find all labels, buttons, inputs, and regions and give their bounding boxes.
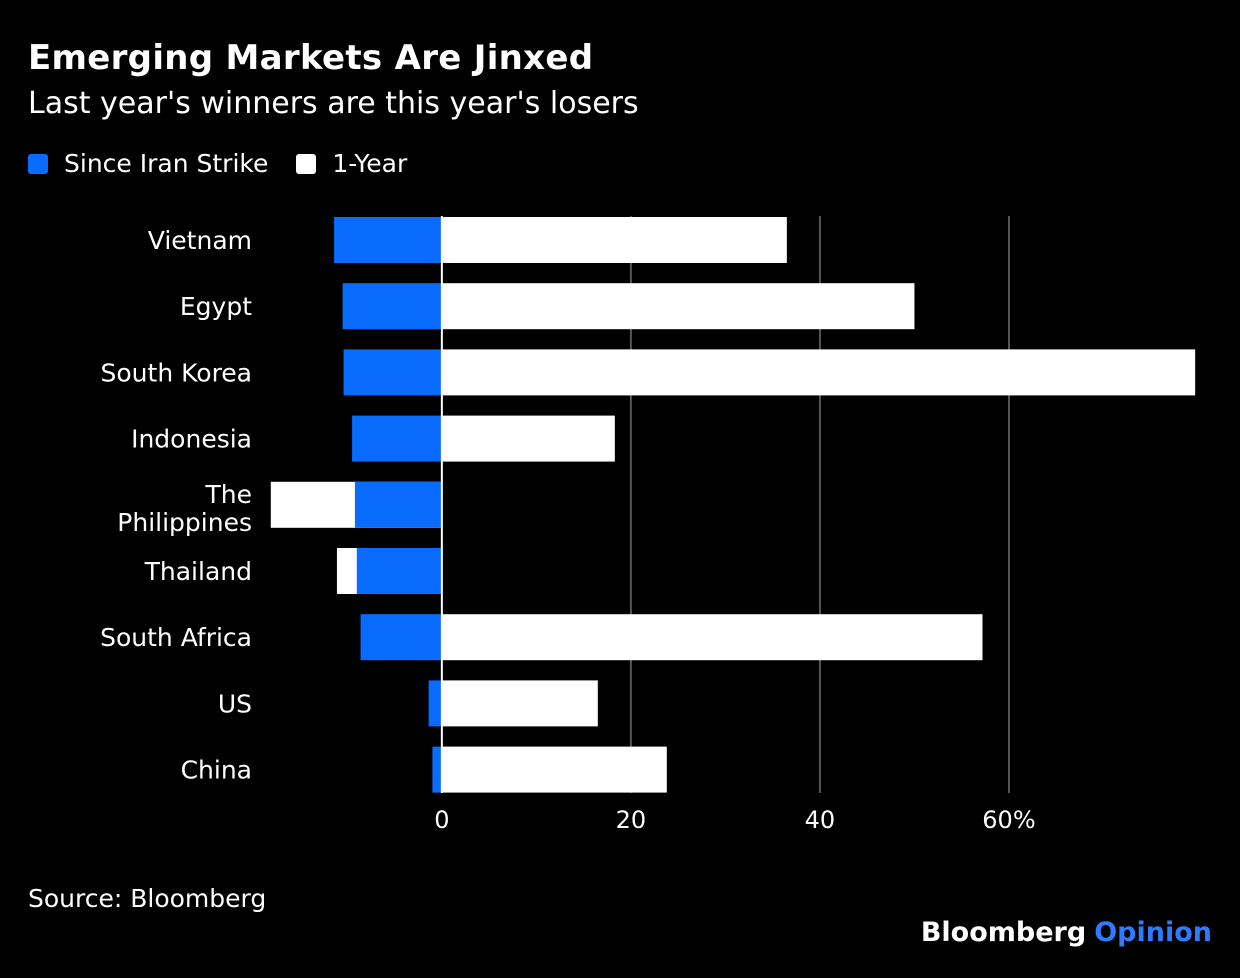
bar-since-iran-strike-us xyxy=(428,680,442,727)
bar-since-iran-strike-south-korea xyxy=(343,349,442,396)
legend-swatch-since-iran-strike xyxy=(28,153,48,174)
bar-1-year-china xyxy=(441,746,667,793)
category-label-thailand: Thailand xyxy=(144,557,252,586)
category-label-us: US xyxy=(218,689,252,718)
x-tick-label-60: 60% xyxy=(982,806,1035,834)
legend-swatch-1-year xyxy=(296,153,317,174)
chart-title: Emerging Markets Are Jinxed xyxy=(28,38,594,78)
bar-1-year-vietnam xyxy=(441,217,787,263)
category-label-indonesia: Indonesia xyxy=(131,425,252,454)
category-label-the-philippines: The Philippines xyxy=(117,480,252,537)
bar-since-iran-strike-china xyxy=(432,746,442,793)
bar-since-iran-strike-south-africa xyxy=(360,614,442,661)
bar-1-year-south-korea xyxy=(441,349,1196,396)
legend-item-1-year: 1-Year xyxy=(296,149,407,178)
bar-since-iran-strike-the-philippines xyxy=(354,481,442,528)
bar-1-year-us xyxy=(441,680,598,727)
bar-since-iran-strike-indonesia xyxy=(352,415,442,462)
legend-label-since-iran-strike: Since Iran Strike xyxy=(64,149,269,178)
bar-since-iran-strike-egypt xyxy=(342,283,442,330)
bar-1-year-south-africa xyxy=(441,614,983,661)
legend-label-1-year: 1-Year xyxy=(332,149,408,178)
x-tick-label-0: 0 xyxy=(434,806,449,834)
bar-1-year-egypt xyxy=(441,283,915,330)
legend-item-since-iran-strike: Since Iran Strike xyxy=(28,149,268,178)
brand-suffix: Opinion xyxy=(1094,917,1212,948)
category-label-egypt: Egypt xyxy=(180,292,252,321)
source-note: Source: Bloomberg xyxy=(28,884,267,913)
bar-since-iran-strike-vietnam xyxy=(334,217,442,263)
brand-name: Bloomberg xyxy=(920,917,1087,948)
bar-1-year-indonesia xyxy=(441,415,615,462)
x-tick-label-20: 20 xyxy=(616,806,647,834)
x-tick-label-40: 40 xyxy=(805,806,836,834)
bar-since-iran-strike-thailand xyxy=(356,548,442,594)
category-label-south-korea: South Korea xyxy=(101,358,252,387)
category-label-vietnam: Vietnam xyxy=(148,226,252,255)
chart-subtitle: Last year's winners are this year's lose… xyxy=(28,86,639,121)
brand-logo: Bloomberg Opinion xyxy=(921,917,1212,948)
category-label-south-africa: South Africa xyxy=(100,623,252,652)
category-label-china: China xyxy=(181,756,252,785)
legend: Since Iran Strike 1-Year xyxy=(28,149,435,178)
